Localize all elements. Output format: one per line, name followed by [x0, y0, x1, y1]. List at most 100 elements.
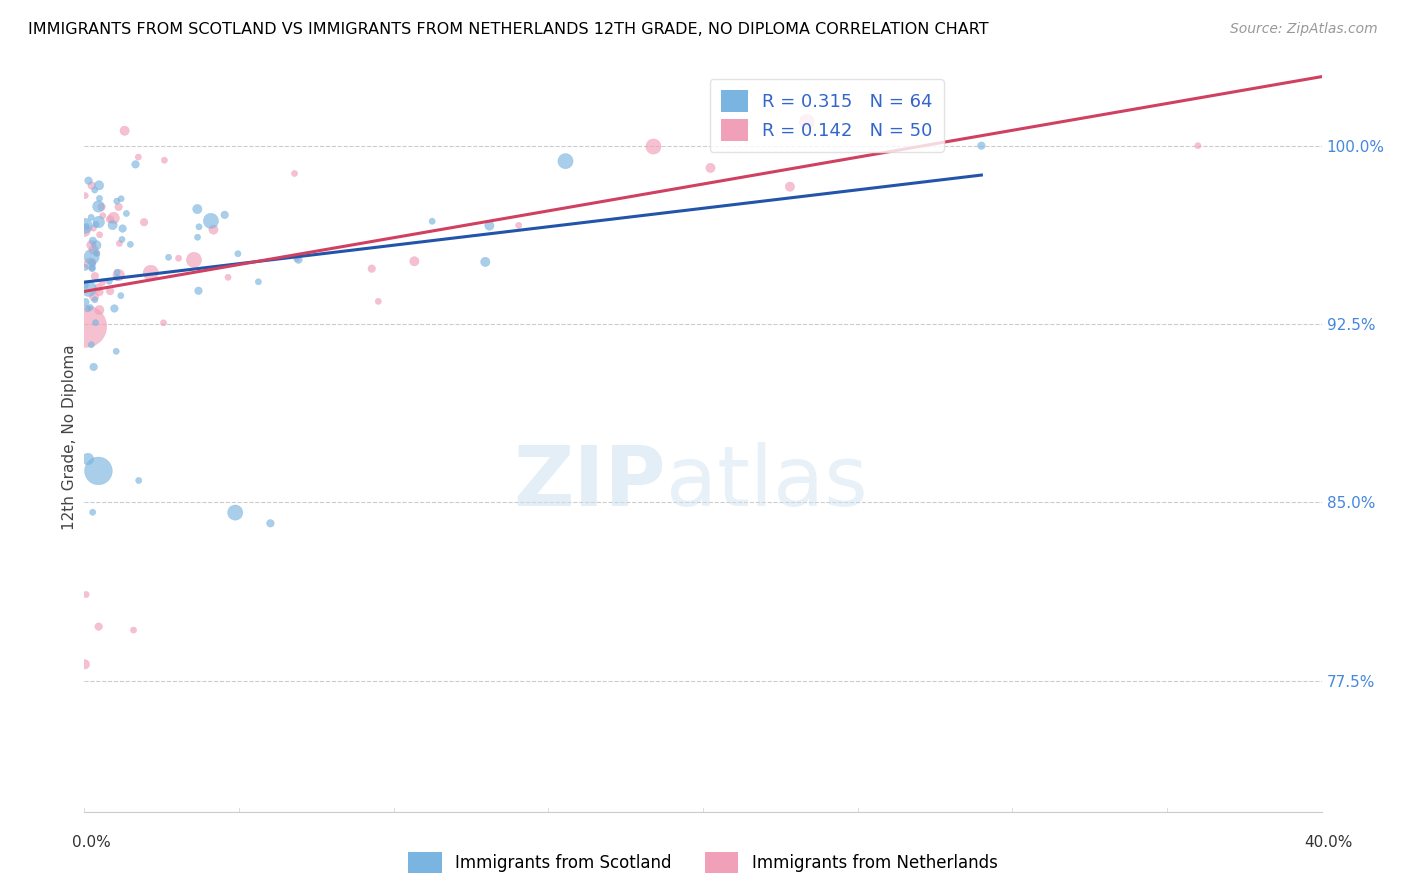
Point	[73, 219, 96, 233]
Point	[105, 194, 128, 208]
Point	[474, 255, 496, 269]
Point	[214, 208, 236, 222]
Point	[188, 219, 211, 234]
Point	[183, 252, 205, 267]
Point	[110, 192, 132, 206]
Text: IMMIGRANTS FROM SCOTLAND VS IMMIGRANTS FROM NETHERLANDS 12TH GRADE, NO DIPLOMA C: IMMIGRANTS FROM SCOTLAND VS IMMIGRANTS F…	[28, 22, 988, 37]
Point	[76, 301, 98, 316]
Point	[115, 206, 138, 220]
Point	[779, 179, 801, 194]
Point	[101, 218, 124, 232]
Point	[114, 124, 136, 138]
Point	[108, 236, 131, 251]
Point	[89, 227, 111, 242]
Point	[508, 219, 530, 233]
Point	[98, 212, 121, 227]
Point	[478, 219, 501, 233]
Point	[360, 261, 382, 276]
Text: Source: ZipAtlas.com: Source: ZipAtlas.com	[1230, 22, 1378, 37]
Point	[970, 138, 993, 153]
Point	[82, 261, 104, 276]
Point	[90, 200, 112, 214]
Point	[153, 153, 176, 168]
Point	[75, 188, 97, 202]
Point	[186, 202, 208, 216]
Point	[187, 284, 209, 298]
Point	[139, 266, 162, 280]
Point	[80, 211, 103, 225]
Point	[75, 219, 97, 234]
Point	[73, 657, 96, 672]
Point	[75, 278, 97, 293]
Point	[83, 269, 105, 284]
Point	[91, 209, 114, 223]
Point	[554, 154, 576, 169]
Point	[73, 224, 96, 238]
Point	[187, 230, 209, 244]
Point	[157, 250, 180, 264]
Point	[84, 217, 107, 231]
Text: ZIP: ZIP	[513, 442, 666, 523]
Text: atlas: atlas	[666, 442, 868, 523]
Point	[79, 257, 101, 271]
Point	[82, 505, 104, 519]
Point	[247, 275, 270, 289]
Point	[98, 274, 121, 288]
Point	[105, 344, 128, 359]
Point	[124, 157, 146, 171]
Point	[105, 265, 128, 279]
Point	[86, 246, 108, 260]
Point	[200, 214, 222, 228]
Point	[75, 588, 97, 602]
Point	[82, 234, 104, 248]
Point	[285, 252, 308, 266]
Point	[83, 293, 105, 307]
Point	[132, 215, 155, 229]
Point	[111, 232, 134, 246]
Point	[87, 464, 110, 478]
Point	[287, 252, 309, 267]
Point	[404, 254, 426, 268]
Point	[202, 222, 225, 236]
Point	[86, 246, 108, 260]
Point	[167, 251, 190, 265]
Legend: R = 0.315   N = 64, R = 0.142   N = 50: R = 0.315 N = 64, R = 0.142 N = 50	[710, 79, 943, 152]
Point	[83, 289, 105, 303]
Point	[89, 191, 111, 205]
Point	[80, 238, 103, 252]
Point	[110, 288, 132, 302]
Point	[283, 166, 305, 180]
Point	[103, 301, 125, 316]
Point	[84, 316, 107, 330]
Point	[87, 215, 110, 229]
Point	[89, 303, 111, 318]
Point	[87, 199, 110, 213]
Legend: Immigrants from Scotland, Immigrants from Netherlands: Immigrants from Scotland, Immigrants fro…	[402, 846, 1004, 880]
Point	[77, 452, 100, 467]
Point	[83, 243, 105, 257]
Point	[80, 256, 103, 270]
Point	[111, 221, 134, 235]
Point	[75, 260, 97, 275]
Point	[82, 260, 104, 275]
Point	[83, 183, 105, 197]
Point	[120, 237, 142, 252]
Point	[259, 516, 281, 531]
Point	[87, 280, 110, 294]
Point	[77, 282, 100, 296]
Point	[91, 276, 114, 290]
Point	[80, 337, 103, 351]
Point	[420, 214, 443, 228]
Point	[122, 623, 145, 637]
Point	[152, 316, 174, 330]
Y-axis label: 12th Grade, No Diploma: 12th Grade, No Diploma	[62, 344, 77, 530]
Point	[75, 295, 97, 310]
Point	[226, 246, 249, 260]
Point	[87, 178, 110, 193]
Point	[80, 250, 103, 264]
Point	[82, 221, 104, 235]
Text: 0.0%: 0.0%	[72, 836, 111, 850]
Point	[87, 619, 110, 633]
Point	[217, 270, 239, 285]
Point	[80, 178, 103, 193]
